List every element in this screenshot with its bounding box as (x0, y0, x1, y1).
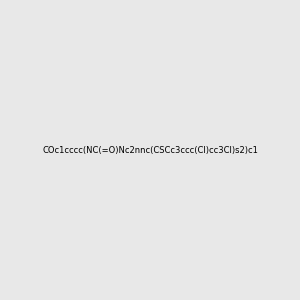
Text: COc1cccc(NC(=O)Nc2nnc(CSCc3ccc(Cl)cc3Cl)s2)c1: COc1cccc(NC(=O)Nc2nnc(CSCc3ccc(Cl)cc3Cl)… (42, 146, 258, 154)
